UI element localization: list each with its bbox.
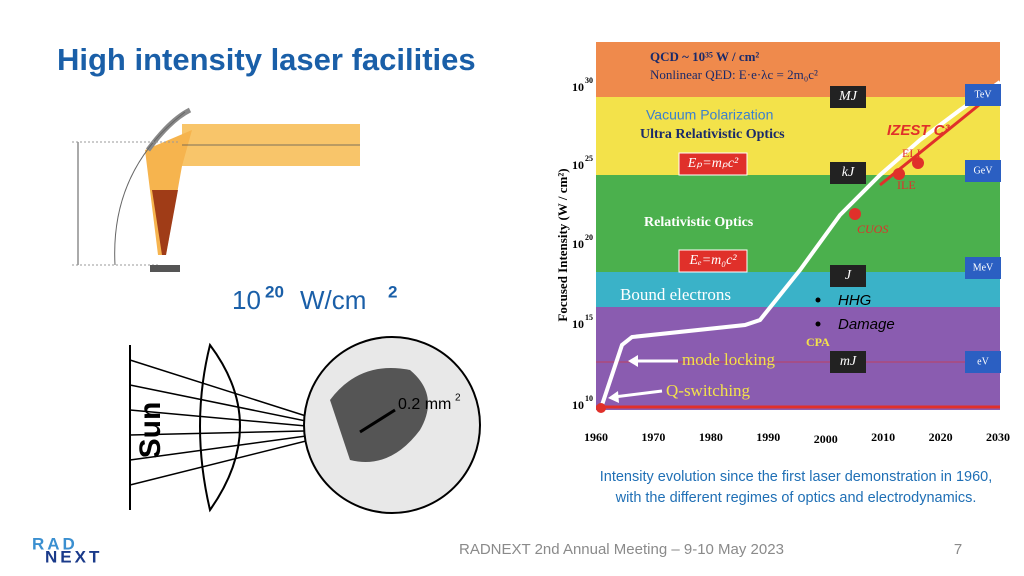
y-tick-exp: 15 [585, 313, 593, 322]
land [330, 368, 428, 462]
energy-box [830, 162, 866, 184]
ultra: Ultra Relativistic Optics [640, 127, 785, 142]
intensity-unit-exp: 2 [388, 282, 397, 301]
x-tick-label: 2010 [871, 430, 895, 444]
particle-box [965, 160, 1001, 182]
point [849, 208, 861, 220]
band [596, 97, 1000, 175]
x-tick-label: 2020 [929, 430, 953, 444]
q-switching: Q-switching [666, 381, 751, 400]
particle-box [965, 257, 1001, 279]
y-tick-exp: 10 [585, 394, 593, 403]
point [912, 157, 924, 169]
curve [114, 111, 186, 266]
target [150, 265, 180, 272]
cuos: CUOS [857, 222, 888, 236]
footer-event: RADNEXT 2nd Annual Meeting – 9-10 May 20… [459, 541, 784, 558]
label-box [678, 152, 748, 176]
energy-box [830, 351, 866, 373]
label-box [678, 249, 748, 273]
qed: Nonlinear QED: E·e·λc = 2m₀c² [650, 67, 818, 82]
intensity-exp: 20 [265, 282, 284, 301]
focus [152, 190, 178, 255]
intensity-curve [599, 80, 1002, 409]
intensity-unit: W/cm [300, 285, 366, 315]
eli: ELI [902, 146, 921, 160]
x-tick-label: 2030 [986, 430, 1010, 444]
y-tick-exp: 20 [585, 233, 593, 242]
qcd: QCD ~ 10³⁵ W / cm² [650, 49, 759, 64]
x-tick-label: 1990 [756, 430, 780, 444]
energy-box [830, 265, 866, 287]
figure: MJ kJ J mJ TeV GeV MeV eV QCD ~ 10³⁵ W /… [555, 42, 1010, 446]
point [893, 168, 905, 180]
energy: kJ [842, 165, 855, 180]
ep: Eₚ=mₚc² [687, 156, 739, 171]
relativistic: Relativistic Optics [644, 215, 754, 230]
particle-energy: GeV [974, 165, 994, 176]
particle-box [965, 84, 1001, 106]
focus-illustration [72, 107, 360, 272]
area-label: 0.2 mm [398, 396, 451, 413]
band [596, 272, 1000, 307]
x-tick-label: 1960 [584, 430, 608, 444]
area-exp: 2 [455, 393, 461, 404]
arrow-head [628, 355, 638, 367]
page-number: 7 [954, 541, 962, 558]
caption: Intensity evolution since the first lase… [599, 469, 993, 506]
energy: mJ [840, 354, 857, 369]
x-tick-label: 1980 [699, 430, 723, 444]
band [596, 42, 1000, 97]
bound: Bound electrons [620, 285, 731, 304]
izest: IZEST C³ [887, 122, 951, 139]
y-tick-base: 10 [572, 158, 584, 172]
particle-energy: TeV [974, 89, 992, 100]
cpa: CPA [806, 335, 830, 349]
sun-illustration [129, 336, 481, 514]
y-axis-label: Focused Intensity (W / cm²) [555, 168, 570, 321]
logo: RAD [32, 534, 78, 553]
band [596, 175, 1000, 272]
arrow [613, 389, 663, 399]
mode-locking: mode locking [682, 350, 776, 369]
particle-energy: MeV [973, 262, 994, 273]
y-tick-base: 10 [572, 80, 584, 94]
energy: MJ [838, 89, 858, 104]
pointer [359, 408, 396, 434]
x-ticks: 1960 1970 1980 1990 2000 2010 2020 2030 [584, 430, 1010, 446]
bullet: Damage [838, 316, 895, 333]
y-tick-base: 10 [572, 317, 584, 331]
title: High intensity laser facilities [57, 42, 476, 77]
vacuum: Vacuum Polarization [646, 107, 773, 123]
y-tick-exp: 25 [585, 154, 593, 163]
x-tick-label: 1970 [641, 430, 665, 444]
particle-box [965, 351, 1001, 373]
bullet-dot [815, 321, 821, 327]
intensity-base: 10 [232, 285, 261, 315]
point [596, 403, 606, 413]
ile: ILE [897, 178, 916, 192]
y-tick-base: 10 [572, 237, 584, 251]
ee: Eₑ=m₀c² [688, 253, 737, 268]
y-tick-exp: 30 [585, 76, 593, 85]
bullet: HHG [838, 292, 872, 309]
logo: NEXT [45, 547, 102, 566]
bullet-dot [815, 297, 821, 303]
energy-box [830, 86, 866, 108]
band [596, 307, 1000, 410]
energy: J [845, 268, 852, 283]
x-tick-label: 2000 [814, 432, 838, 446]
particle-energy: eV [977, 356, 989, 367]
sun-label: Sun [134, 402, 167, 459]
y-tick-base: 10 [572, 398, 584, 412]
lens [199, 342, 241, 513]
arrow-head [608, 391, 619, 403]
